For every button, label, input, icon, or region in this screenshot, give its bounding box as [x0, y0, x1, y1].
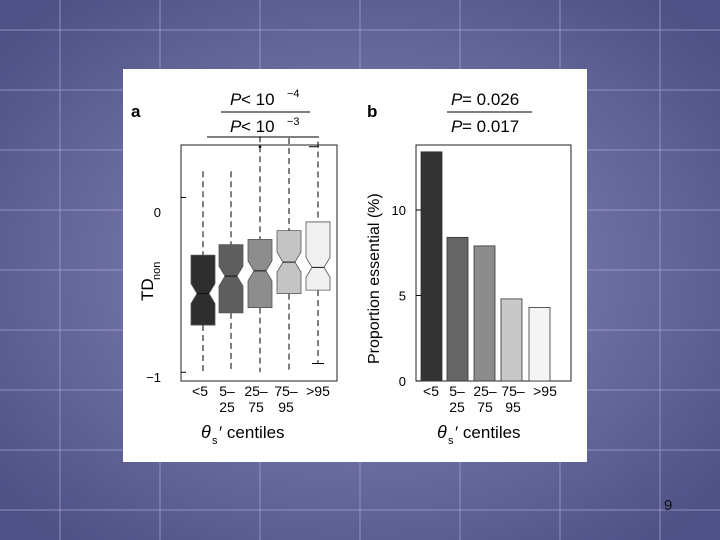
x-axis-label-a: θ s ′ centiles [201, 422, 285, 447]
x-tick-label-a-0-l1: <5 [192, 383, 208, 399]
figure-panel: a P < 10 −4 P < 10 −3 0 −1 TD non <5 5– … [123, 69, 587, 462]
bar-b-0 [420, 151, 443, 382]
x-axis-label-a-sub: s [212, 435, 218, 447]
x-axis-label-a-rest: ′ centiles [219, 423, 285, 442]
significance-a1-op: < 10 [241, 90, 275, 109]
x-tick-labels-b: <5 5– 25 25– 75 75– 95 >95 [423, 383, 557, 415]
y-axis-label-a-main: TD [138, 278, 157, 301]
plot-a-frame [180, 144, 338, 382]
y-axis-label-b-wrap: Proportion essential (%) [366, 193, 383, 364]
significance-a1-exp: −4 [287, 88, 300, 100]
page-number: 9 [664, 497, 673, 514]
x-tick-label-b-1-l2: 25 [449, 399, 465, 415]
y-tick-label-a-0: 0 [154, 205, 161, 220]
x-tick-labels-a: <5 5– 25 25– 75 75– 95 >95 [192, 383, 330, 415]
x-tick-label-b-2-l2: 75 [477, 399, 493, 415]
x-axis-label-b-rest: ′ centiles [455, 423, 521, 442]
x-tick-label-b-4-l1: >95 [533, 383, 557, 399]
box-a-outlier-0 [258, 145, 262, 149]
x-tick-label-b-1-l1: 5– [449, 383, 465, 399]
box-a-4 [305, 221, 331, 291]
x-tick-label-a-3-l2: 95 [278, 399, 294, 415]
significance-b1-symbol: P [451, 90, 463, 109]
panel-b-label: b [367, 102, 377, 121]
significance-b1-op: = 0.026 [462, 90, 519, 109]
significance-b2-op: = 0.017 [462, 117, 519, 136]
x-tick-label-b-3-l1: 75– [501, 383, 525, 399]
significance-a1-symbol: P [230, 90, 242, 109]
box-a-0 [190, 254, 216, 326]
y-tick-label-a-1: −1 [146, 370, 161, 385]
significance-b2-symbol: P [451, 117, 463, 136]
x-tick-label-b-2-l1: 25– [473, 383, 497, 399]
y-tick-label-b-0: 0 [399, 374, 406, 389]
x-axis-label-b-sub: s [448, 435, 454, 447]
plot-b-area: 0 5 10 [392, 151, 551, 389]
panel-a: a P < 10 −4 P < 10 −3 0 −1 TD non <5 5– … [131, 88, 338, 447]
bar-b-2 [473, 245, 496, 382]
panel-a-label: a [131, 102, 141, 121]
bar-b-1 [446, 236, 469, 382]
y-tick-label-b-2: 10 [392, 203, 406, 218]
bar-b-4 [528, 307, 551, 382]
x-tick-label-b-0-l1: <5 [423, 383, 439, 399]
box-a-1 [218, 244, 244, 314]
y-axis-label-a-sub: non [151, 262, 163, 280]
figure-svg: a P < 10 −4 P < 10 −3 0 −1 TD non <5 5– … [131, 88, 572, 447]
x-tick-label-a-2-l2: 75 [248, 399, 264, 415]
x-axis-label-a-symbol: θ [201, 422, 211, 442]
x-tick-label-a-2-l1: 25– [244, 383, 268, 399]
significance-a2-symbol: P [230, 117, 242, 136]
bar-b-3 [500, 298, 523, 382]
x-tick-label-b-3-l2: 95 [505, 399, 521, 415]
significance-a2-op: < 10 [241, 117, 275, 136]
panel-b: b P = 0.026 P = 0.017 0 5 10 Proportion es… [366, 90, 572, 447]
x-tick-label-a-4-l1: >95 [306, 383, 330, 399]
box-a-2 [247, 238, 273, 308]
x-tick-label-a-1-l1: 5– [219, 383, 235, 399]
x-axis-label-b-symbol: θ [437, 422, 447, 442]
y-axis-label-a: TD non [138, 262, 163, 301]
significance-a2-exp: −3 [287, 116, 300, 128]
x-axis-label-b: θ s ′ centiles [437, 422, 521, 447]
y-axis-label-b: Proportion essential (%) [366, 193, 383, 364]
y-tick-label-b-1: 5 [399, 288, 406, 303]
x-tick-label-a-1-l2: 25 [219, 399, 235, 415]
x-tick-label-a-3-l1: 75– [274, 383, 298, 399]
plot-a-area [181, 136, 331, 373]
